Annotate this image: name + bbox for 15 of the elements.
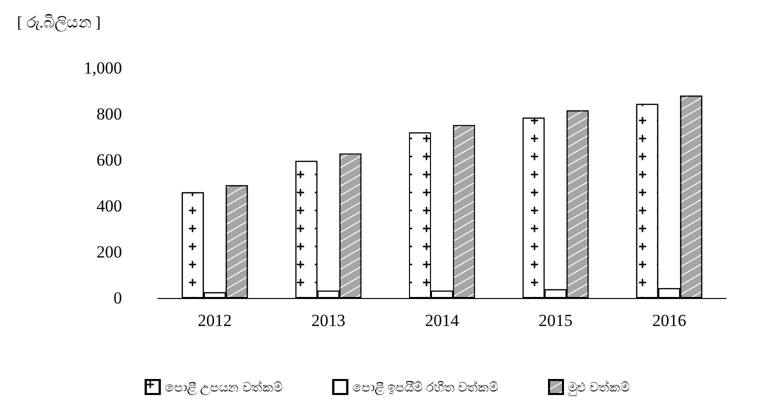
legend-label: පොළී උපයන වත්කම් [164, 380, 282, 396]
y-axis-title: [ රු.බිලියන ] [17, 14, 101, 32]
legend-label: පොළී ඉපයීම් රහිත වත්කම් [352, 380, 498, 396]
y-tick-label: 400 [96, 196, 122, 216]
x-tick-label: 2016 [652, 311, 686, 330]
x-tick-label: 2014 [425, 311, 460, 330]
x-tick-label: 2012 [198, 311, 232, 330]
x-tick-label: 2015 [538, 311, 573, 330]
x-tick-label: 2013 [311, 311, 346, 330]
legend-label: මුළු වත්කම් [568, 380, 630, 396]
y-tick-label: 200 [96, 242, 122, 262]
y-tick-label: 600 [96, 150, 122, 170]
y-tick-label: 0 [114, 288, 122, 308]
y-tick-label: 800 [96, 104, 122, 124]
y-tick-label: 1,000 [84, 58, 122, 78]
